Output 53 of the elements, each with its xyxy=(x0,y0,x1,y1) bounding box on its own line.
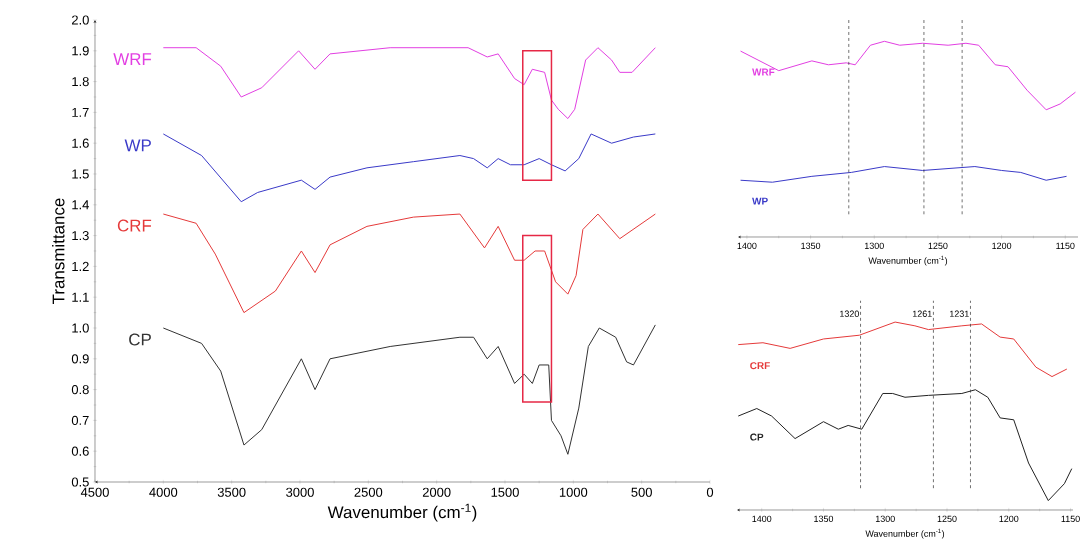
x-axis-title: Wavenumber (cm$^{-1}$) xyxy=(327,503,477,522)
y-tick-label: 1.9 xyxy=(72,46,89,56)
y-axis-title: Transmittance xyxy=(52,198,65,304)
x-tick-label: 1300 xyxy=(864,242,884,249)
x-tick-label: 3500 xyxy=(217,487,246,497)
x-tick-label: 1200 xyxy=(992,242,1012,249)
y-tick-label: 0.7 xyxy=(71,415,89,425)
x-tick-label: 1350 xyxy=(814,515,834,522)
y-tick-label: 1.0 xyxy=(72,323,89,333)
x-tick-label: 1150 xyxy=(1061,515,1080,522)
y-tick-label: 0.9 xyxy=(71,354,89,364)
y-tick-label: 1.6 xyxy=(72,138,89,148)
y-tick-label: 1.7 xyxy=(72,107,89,117)
y-tick-label: 1.1 xyxy=(72,292,89,302)
series-label: WP xyxy=(752,197,768,205)
y-tick-label: 2.0 xyxy=(72,15,89,25)
x-tick-label: 1150 xyxy=(1056,242,1075,249)
x-tick-label: 4000 xyxy=(149,487,178,497)
series-label: WRF xyxy=(752,68,775,76)
x-tick-label: 2500 xyxy=(354,487,383,497)
y-tick-label: 1.2 xyxy=(72,261,89,271)
x-tick-label: 1400 xyxy=(737,242,757,249)
ref-line-label: 1320 xyxy=(840,310,859,317)
x-tick-label: 1300 xyxy=(875,515,895,522)
y-tick-label: 1.4 xyxy=(72,200,89,210)
series-label: WP xyxy=(124,139,151,152)
x-tick-label: 1250 xyxy=(937,515,957,522)
x-tick-label: 1000 xyxy=(559,487,588,497)
x-axis-title: Wavenumber (cm$^{-1}$) xyxy=(865,528,945,539)
x-tick-label: 1250 xyxy=(928,242,948,249)
x-tick-label: 1400 xyxy=(752,515,772,522)
ref-line-label: 1231 xyxy=(950,310,969,317)
x-tick-label: 1350 xyxy=(801,242,821,249)
x-tick-label: 2000 xyxy=(422,487,451,497)
x-tick-label: 1500 xyxy=(491,487,519,497)
y-tick-label: 0.5 xyxy=(71,477,89,487)
ref-line-label: 1261 xyxy=(912,310,932,317)
x-tick-label: 1200 xyxy=(999,515,1019,522)
series-label: CP xyxy=(129,333,151,346)
y-tick-label: 1.8 xyxy=(72,77,89,87)
y-tick-label: 1.3 xyxy=(72,231,89,241)
x-tick-label: 0 xyxy=(706,487,714,497)
y-tick-label: 1.5 xyxy=(72,169,89,179)
x-axis-title: Wavenumber (cm$^{-1}$) xyxy=(868,255,948,266)
series-label: WRF xyxy=(113,53,152,65)
x-tick-label: 3000 xyxy=(286,487,314,497)
series-label: CP xyxy=(750,433,764,441)
y-tick-label: 0.8 xyxy=(71,385,89,395)
y-tick-label: 0.6 xyxy=(71,446,89,456)
x-tick-label: 4500 xyxy=(80,487,109,497)
series-label: CRF xyxy=(117,219,152,232)
x-tick-label: 500 xyxy=(631,487,652,497)
series-label: CRF xyxy=(750,362,770,370)
